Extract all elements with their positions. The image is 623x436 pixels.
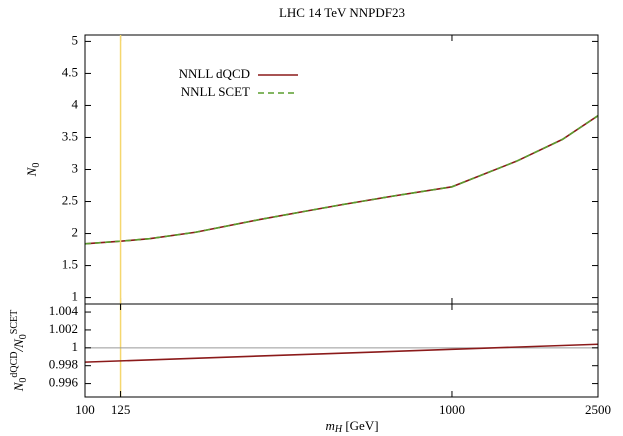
y-tick-label: 5 [72, 32, 79, 47]
x-tick-label: 2500 [585, 402, 611, 417]
y-tick-label: 1 [72, 289, 79, 304]
y-axis-label-part: 0 [31, 163, 42, 168]
x-axis-label-part: m [325, 418, 334, 433]
y-tick-label: 2.5 [62, 193, 78, 208]
y-tick-label: 4.5 [62, 64, 78, 79]
y-tick-label: 1 [72, 339, 79, 354]
y-tick-label: 1.5 [62, 257, 78, 272]
series-line [84, 115, 599, 245]
y-axis-label-part: SCET [9, 310, 20, 334]
y-axis-label: N0 [24, 163, 42, 178]
y-axis-label-part: dQCD [9, 351, 20, 377]
y-tick-label: 1.004 [49, 303, 79, 318]
y-tick-label: 4 [72, 96, 79, 111]
x-tick-label: 100 [75, 402, 95, 417]
series-line [84, 115, 599, 245]
y-axis-label-part: 0 [18, 334, 29, 339]
x-axis-label-part: [GeV] [342, 418, 378, 433]
y-tick-label: 1.002 [49, 321, 78, 336]
plot-frame [84, 303, 599, 398]
x-tick-label: 1000 [439, 402, 465, 417]
y-tick-label: 3.5 [62, 128, 78, 143]
y-axis-label-part: 0 [18, 378, 29, 383]
y-tick-label: 2 [72, 225, 79, 240]
plot-frame [84, 34, 599, 305]
x-axis-label: mH [GeV] [325, 418, 378, 435]
y-axis-label-part: /N [11, 338, 26, 353]
y-axis-label-part: N [24, 166, 39, 177]
y-tick-label: 0.996 [49, 375, 79, 390]
y-tick-label: 3 [72, 160, 79, 175]
x-axis-label-part: H [334, 424, 343, 435]
x-tick-label: 125 [111, 402, 131, 417]
legend-label: NNLL dQCD [179, 66, 250, 81]
legend-label: NNLL SCET [181, 84, 250, 99]
y-tick-label: 0.998 [49, 357, 78, 372]
series-line [84, 343, 599, 363]
y-axis-label-part: N [11, 381, 26, 392]
y-axis-label: N0dQCD/N0SCET [9, 310, 29, 393]
chart-title: LHC 14 TeV NNPDF23 [279, 5, 405, 20]
